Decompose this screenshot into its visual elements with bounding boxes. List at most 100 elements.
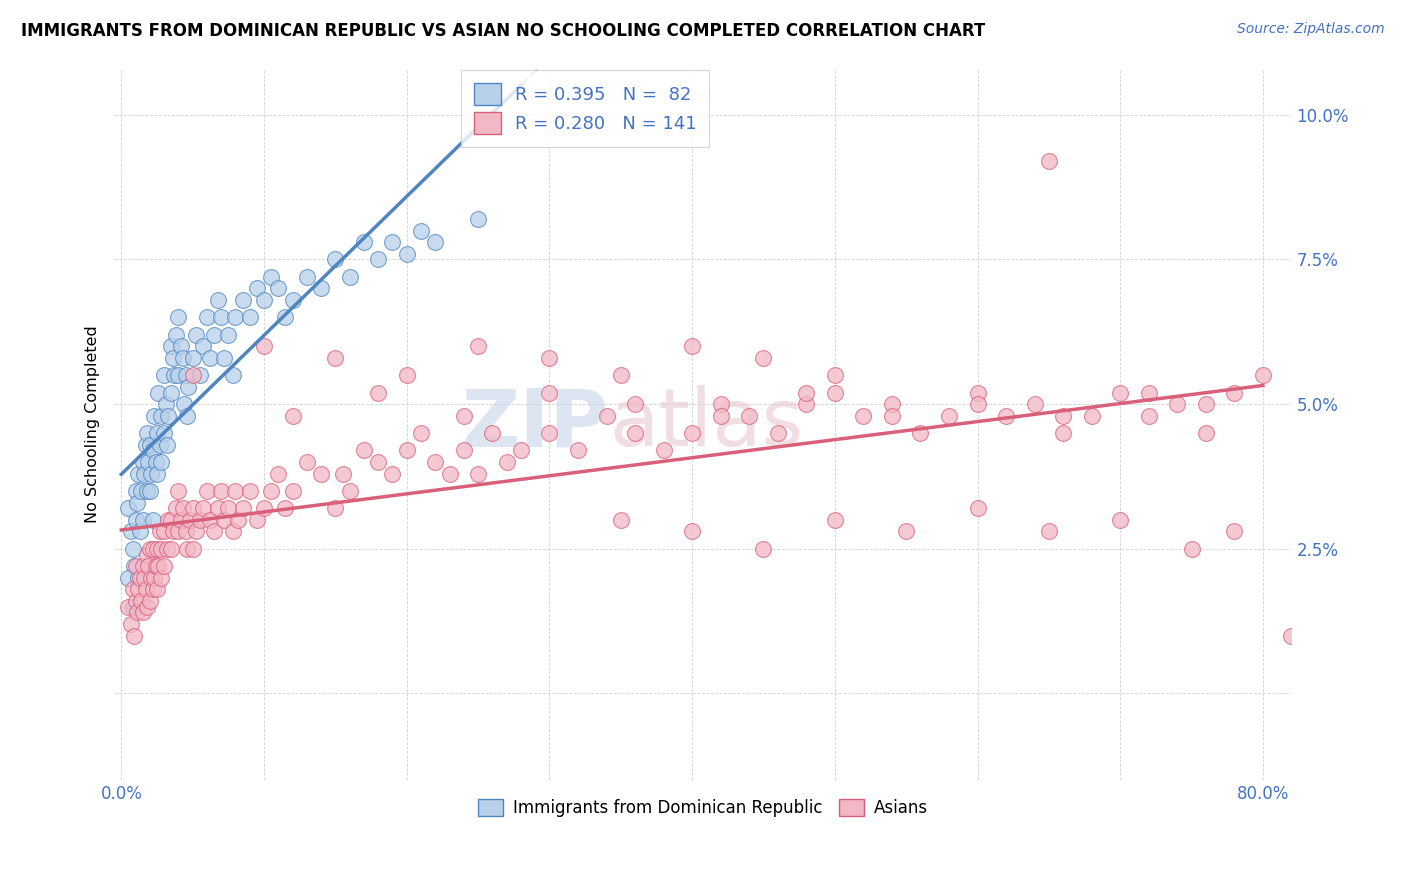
Point [170, 513, 193, 527]
Point [172, 501, 194, 516]
Point [149, 524, 172, 539]
Point [122, 559, 145, 574]
Point [120, 617, 142, 632]
Point [1052, 426, 1074, 441]
Point [281, 293, 304, 307]
Point [353, 235, 375, 249]
Point [142, 582, 165, 597]
Point [148, 385, 170, 400]
Point [174, 368, 197, 383]
Point [146, 582, 169, 597]
Point [232, 293, 254, 307]
Point [253, 293, 276, 307]
Point [153, 559, 176, 574]
Point [136, 548, 159, 562]
Point [425, 235, 447, 249]
Point [309, 281, 332, 295]
Point [453, 409, 475, 423]
Point [143, 571, 166, 585]
Point [125, 606, 148, 620]
Point [246, 513, 269, 527]
Point [246, 281, 269, 295]
Point [495, 455, 517, 469]
Point [212, 513, 235, 527]
Point [143, 409, 166, 423]
Point [177, 380, 200, 394]
Point [260, 483, 283, 498]
Point [179, 513, 201, 527]
Point [395, 443, 418, 458]
Point [267, 281, 290, 295]
Point [150, 541, 173, 556]
Point [681, 524, 703, 539]
Point [367, 385, 389, 400]
Point [1223, 524, 1246, 539]
Legend: Immigrants from Dominican Republic, Asians: Immigrants from Dominican Republic, Asia… [470, 790, 936, 825]
Point [439, 467, 461, 481]
Point [239, 310, 262, 325]
Point [117, 501, 139, 516]
Point [121, 582, 143, 597]
Point [281, 409, 304, 423]
Point [295, 455, 318, 469]
Point [127, 467, 149, 481]
Point [121, 541, 143, 556]
Point [253, 501, 276, 516]
Point [141, 467, 163, 481]
Point [995, 409, 1018, 423]
Point [160, 541, 183, 556]
Point [1109, 385, 1132, 400]
Point [153, 426, 176, 441]
Point [176, 409, 198, 423]
Point [274, 310, 297, 325]
Point [710, 409, 733, 423]
Point [129, 483, 152, 498]
Point [162, 351, 184, 365]
Point [132, 559, 155, 574]
Point [134, 467, 156, 481]
Point [467, 211, 489, 226]
Point [1038, 524, 1060, 539]
Text: Source: ZipAtlas.com: Source: ZipAtlas.com [1237, 22, 1385, 37]
Point [150, 571, 173, 585]
Point [467, 467, 489, 481]
Point [132, 606, 155, 620]
Point [966, 397, 988, 411]
Point [1195, 426, 1218, 441]
Point [325, 501, 347, 516]
Point [1251, 368, 1274, 383]
Point [135, 438, 157, 452]
Point [538, 426, 561, 441]
Point [181, 541, 204, 556]
Point [267, 467, 290, 481]
Point [481, 426, 503, 441]
Point [367, 252, 389, 267]
Point [145, 559, 167, 574]
Y-axis label: No Schooling Completed: No Schooling Completed [86, 326, 100, 524]
Point [202, 327, 225, 342]
Point [794, 385, 817, 400]
Point [136, 483, 159, 498]
Point [281, 483, 304, 498]
Point [172, 351, 194, 365]
Point [146, 541, 169, 556]
Point [1109, 513, 1132, 527]
Point [681, 339, 703, 353]
Point [170, 339, 193, 353]
Point [467, 339, 489, 353]
Point [181, 351, 204, 365]
Point [120, 524, 142, 539]
Point [624, 397, 647, 411]
Point [1038, 154, 1060, 169]
Point [260, 269, 283, 284]
Point [652, 443, 675, 458]
Point [124, 594, 146, 608]
Point [188, 513, 211, 527]
Point [138, 455, 160, 469]
Point [681, 426, 703, 441]
Point [145, 455, 167, 469]
Point [221, 368, 243, 383]
Point [395, 368, 418, 383]
Point [274, 501, 297, 516]
Point [142, 443, 165, 458]
